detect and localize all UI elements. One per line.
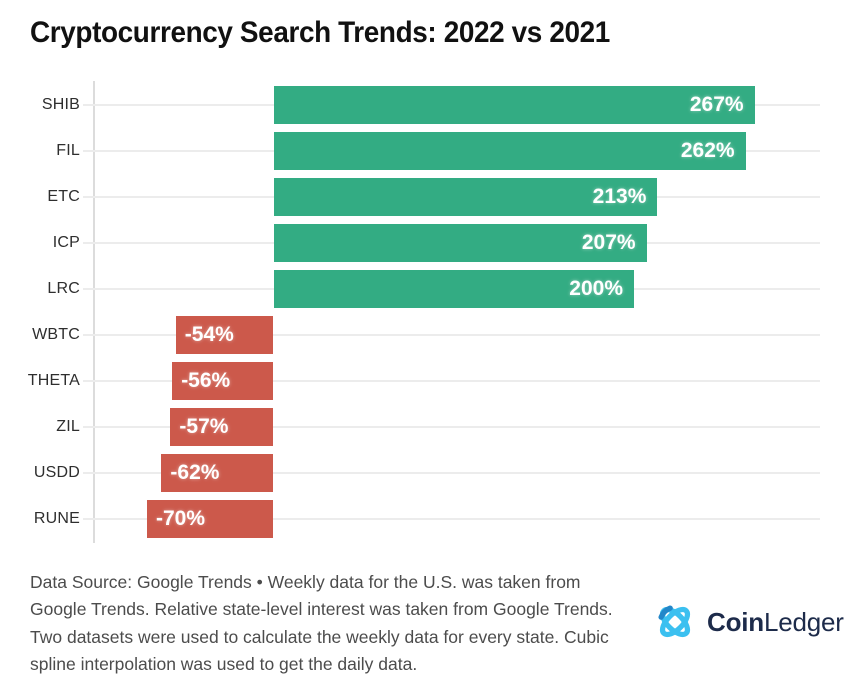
category-label-rune: RUNE: [33, 510, 80, 527]
row-gridline: [83, 334, 820, 336]
bar-usdd: -62%: [161, 454, 273, 492]
source-note-line: Google Trends. Relative state-level inte…: [30, 599, 613, 620]
coinledger-logo: CoinLedger: [652, 598, 844, 646]
category-label-etc: ETC: [47, 188, 80, 205]
source-note-line: Data Source: Google Trends • Weekly data…: [30, 572, 581, 592]
bar-icp: 207%: [274, 224, 647, 262]
source-note-line: spline interpolation was used to get the…: [30, 653, 418, 674]
bar-value-label: -56%: [181, 369, 231, 392]
bar-value-label: 267%: [689, 93, 744, 116]
bar-value-label: -62%: [170, 461, 220, 484]
data-source-note: Data Source: Google Trends • Weekly data…: [30, 569, 645, 678]
bar-row-lrc: LRC 200%: [0, 266, 850, 312]
category-label-zil: ZIL: [56, 418, 80, 435]
wordmark-coin: Coin: [707, 606, 764, 637]
bar-value-label: 207%: [581, 231, 636, 254]
row-gridline: [83, 518, 820, 520]
bar-row-zil: ZIL -57%: [0, 404, 850, 450]
category-label-wbtc: WBTC: [32, 326, 80, 343]
y-axis-line: [93, 81, 95, 543]
bar-theta: -56%: [172, 362, 273, 400]
bar-wbtc: -54%: [175, 316, 273, 354]
bar-row-icp: ICP 207%: [0, 220, 850, 266]
source-note-line: Two datasets were used to calculate the …: [30, 626, 609, 647]
coinledger-wordmark: CoinLedger: [707, 607, 844, 638]
row-gridline: [83, 472, 820, 474]
category-label-shib: SHIB: [41, 96, 80, 113]
bar-chart: SHIB 267% FIL 262% ETC 213% ICP 207% LRC 200% WBTC…: [0, 81, 850, 543]
page-title: Cryptocurrency Search Trends: 2022 vs 20…: [30, 16, 610, 49]
bar-shib: 267%: [274, 86, 755, 124]
bar-value-label: 200%: [569, 277, 623, 300]
bar-value-label: -57%: [179, 415, 229, 438]
coinledger-knot-icon: [658, 605, 691, 638]
category-label-usdd: USDD: [33, 464, 80, 481]
wordmark-ledger: Ledger: [763, 606, 844, 637]
bar-fil: 262%: [274, 132, 746, 170]
bar-row-fil: FIL 262%: [0, 128, 850, 174]
bar-lrc: 200%: [274, 270, 634, 308]
bar-row-usdd: USDD -62%: [0, 450, 850, 496]
bar-value-label: -54%: [184, 323, 234, 346]
row-gridline: [83, 380, 820, 382]
category-label-theta: THETA: [27, 372, 80, 389]
bar-rune: -70%: [147, 500, 273, 538]
row-gridline: [83, 426, 820, 428]
bar-row-wbtc: WBTC -54%: [0, 312, 850, 358]
category-label-fil: FIL: [56, 142, 80, 159]
bar-zil: -57%: [170, 408, 273, 446]
category-label-icp: ICP: [52, 234, 80, 251]
bar-value-label: 262%: [680, 139, 735, 162]
bar-row-etc: ETC 213%: [0, 174, 850, 220]
bar-value-label: -70%: [156, 507, 206, 530]
bar-row-theta: THETA -56%: [0, 358, 850, 404]
bar-row-shib: SHIB 267%: [0, 82, 850, 128]
bar-etc: 213%: [274, 178, 658, 216]
bar-row-rune: RUNE -70%: [0, 496, 850, 542]
bar-value-label: 213%: [592, 185, 647, 208]
category-label-lrc: LRC: [47, 280, 80, 297]
